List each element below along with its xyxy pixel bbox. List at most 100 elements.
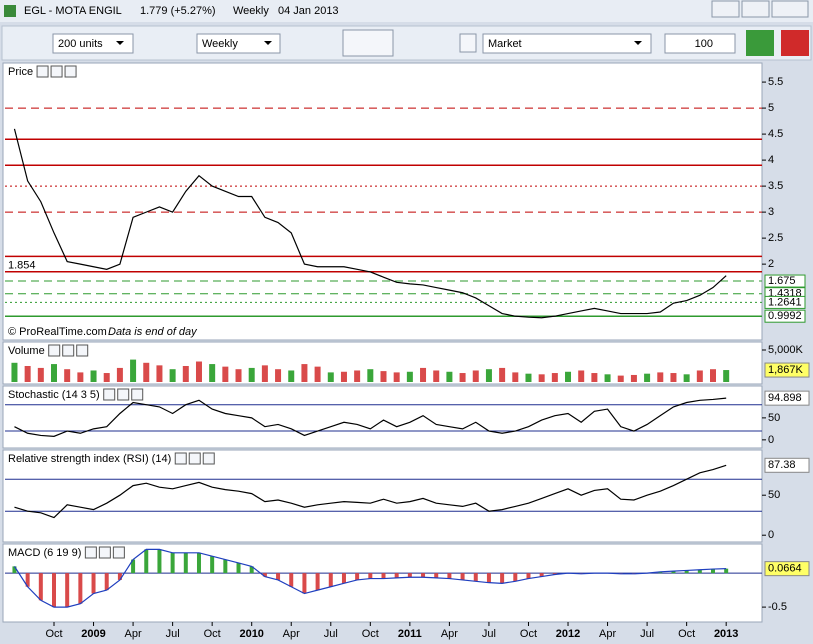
volume-bar <box>446 371 453 382</box>
volume-bar <box>512 372 519 382</box>
x-tick-label: Jul <box>482 628 496 640</box>
panel-icon[interactable] <box>84 546 97 559</box>
y-tick-label: 3 <box>768 206 774 218</box>
panel-icon[interactable] <box>50 65 63 78</box>
x-tick-label: 2010 <box>239 628 263 640</box>
macd-bar <box>658 571 663 574</box>
panel <box>2 62 763 341</box>
units-select[interactable] <box>52 33 134 54</box>
macd-bar <box>460 573 465 580</box>
quote: 1.779 (+5.27%) <box>140 5 216 17</box>
volume-bar <box>37 367 44 382</box>
panel-icon[interactable] <box>103 388 116 401</box>
panel-icon[interactable] <box>131 388 144 401</box>
panel-icon[interactable] <box>202 452 215 465</box>
x-tick-label: Jul <box>166 628 180 640</box>
last-value-box <box>764 390 810 406</box>
y-tick-label: 0 <box>768 434 774 446</box>
macd-bar <box>144 549 149 574</box>
panel <box>2 385 763 449</box>
sell-button[interactable] <box>781 30 809 56</box>
volume-bar <box>644 373 651 382</box>
panel-icon[interactable] <box>98 546 111 559</box>
panel-icon[interactable] <box>188 452 201 465</box>
series-line <box>13 548 727 608</box>
volume-bar <box>670 373 677 382</box>
macd-bar <box>104 573 109 591</box>
close-button[interactable] <box>771 0 809 18</box>
quantity-input[interactable] <box>664 33 736 54</box>
last-value-box <box>764 457 810 473</box>
volume-bar <box>525 373 532 382</box>
y-tick-label: 5.5 <box>768 76 783 88</box>
volume-bar <box>275 369 282 382</box>
volume-bar <box>327 372 334 382</box>
macd-bar <box>157 549 162 574</box>
macd-bar <box>196 552 201 574</box>
panel-icon[interactable] <box>36 65 49 78</box>
volume-bar <box>657 372 664 382</box>
order-type-select[interactable] <box>482 33 652 54</box>
tool-button[interactable] <box>459 33 477 53</box>
symbol: EGL - MOTA ENGIL <box>24 5 122 17</box>
panel-title: Price <box>8 66 33 78</box>
volume-bar <box>182 365 189 382</box>
period-select[interactable] <box>196 33 281 54</box>
x-tick-label: Oct <box>362 628 379 640</box>
panel-icon[interactable] <box>48 344 61 357</box>
volume-bar <box>591 373 598 382</box>
volume-bar <box>130 359 137 382</box>
volume-bar <box>696 370 703 382</box>
volume-bar <box>617 375 624 382</box>
volume-bar <box>723 370 730 382</box>
macd-bar <box>724 568 729 574</box>
last-value: 94.898 <box>768 392 802 404</box>
macd-bar <box>170 552 175 574</box>
y-tick-label: 3.5 <box>768 180 783 192</box>
x-tick-label: Jul <box>324 628 338 640</box>
indicator-button[interactable] <box>342 29 394 57</box>
level-tag: 1.675 <box>768 275 796 287</box>
note: Data is end of day <box>108 326 198 338</box>
y-tick-label: 2.5 <box>768 232 783 244</box>
volume-bar <box>420 367 427 382</box>
macd-bar <box>52 573 56 608</box>
volume-bar <box>578 370 585 382</box>
x-tick-label: Oct <box>678 628 695 640</box>
macd-bar <box>368 573 373 579</box>
macd-bar <box>394 573 399 578</box>
macd-bar <box>447 573 452 579</box>
order-type-text: Market <box>488 38 522 50</box>
panel-icon[interactable] <box>174 452 187 465</box>
volume-bar <box>143 362 150 382</box>
volume-bar <box>301 364 308 382</box>
quantity-text: 100 <box>695 38 713 50</box>
panel-icon[interactable] <box>62 344 75 357</box>
panel-icon[interactable] <box>112 546 125 559</box>
panel-icon[interactable] <box>64 65 77 78</box>
buy-button[interactable] <box>746 30 774 56</box>
panel-icon[interactable] <box>76 344 89 357</box>
minimize-button[interactable] <box>711 0 740 18</box>
x-tick-label: Oct <box>45 628 62 640</box>
panel-icon[interactable] <box>117 388 130 401</box>
y-tick-label: 0 <box>768 529 774 541</box>
volume-bar <box>195 361 202 382</box>
maximize-button[interactable] <box>741 0 770 18</box>
level-tag: 1.2641 <box>768 296 802 308</box>
macd-bar <box>223 559 228 574</box>
x-tick-label: 2012 <box>556 628 580 640</box>
macd-bar <box>12 566 17 574</box>
volume-bar <box>222 366 229 382</box>
x-tick-label: Apr <box>283 628 300 640</box>
macd-bar <box>711 569 715 574</box>
dropdown-arrow <box>634 41 642 45</box>
macd-bar <box>671 571 676 574</box>
note: © ProRealTime.com <box>8 326 107 338</box>
macd-bar <box>552 573 557 575</box>
y-tick-label: 5 <box>768 102 774 114</box>
macd-bar <box>473 573 478 582</box>
level-tag-box <box>764 309 806 323</box>
macd-bar <box>421 573 426 578</box>
